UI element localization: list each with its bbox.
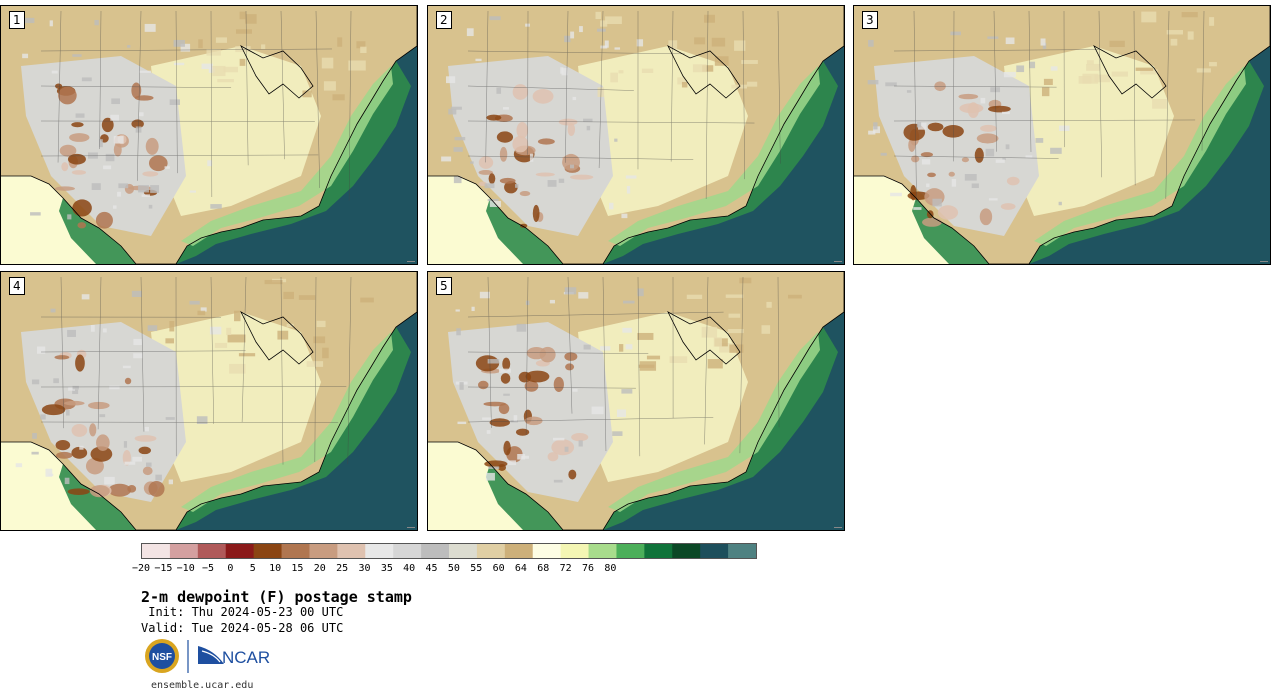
colorbar-swatch [337, 544, 366, 558]
colorbar-swatch [309, 544, 338, 558]
colorbar-swatch [700, 544, 729, 558]
colorbar-tick-label: −10 [176, 563, 195, 574]
init-time: Init: Thu 2024-05-23 00 UTC [141, 605, 344, 619]
colorbar-tick-label: 30 [358, 563, 371, 574]
colorbar-swatch [142, 544, 171, 558]
dewpoint-map [1, 272, 417, 530]
colorbar-swatch [393, 544, 422, 558]
dewpoint-map [428, 6, 844, 264]
colorbar-swatch [197, 544, 227, 558]
colorbar-tick-label: 45 [425, 563, 438, 574]
great-lakes [240, 45, 314, 99]
colorbar-swatch [588, 544, 617, 558]
colorbar-tick-label: 76 [581, 563, 595, 574]
colorbar-tick-label: 64 [514, 563, 527, 574]
gulf-atlantic [176, 46, 417, 264]
great-lakes [1093, 45, 1167, 99]
colorbar-swatch [560, 544, 590, 558]
colorbar-tick-label: 68 [537, 563, 550, 574]
colorbar-swatch [281, 544, 310, 558]
member-panel-3[interactable]: 3 [853, 5, 1271, 265]
member-number: 2 [436, 11, 452, 29]
colorbar-swatch [225, 544, 255, 558]
great-lakes [240, 311, 314, 365]
colorbar-tick-label: 35 [380, 563, 393, 574]
sponsor-logos: NSF NCAR [144, 638, 274, 676]
valid-time: Valid: Tue 2024-05-28 06 UTC [141, 621, 344, 635]
colorbar-swatch [616, 544, 645, 558]
colorbar-tick-label: −15 [154, 563, 173, 574]
colorbar-swatch [169, 544, 199, 558]
state-borders [40, 10, 352, 201]
colorbar-swatch [421, 544, 450, 558]
scale-mark [1260, 261, 1268, 262]
state-borders [467, 10, 781, 199]
colorbar-tick-label: 50 [447, 563, 460, 574]
nsf-logo-text: NSF [152, 652, 172, 663]
colorbar-tick-label: 20 [313, 563, 326, 574]
member-number: 5 [436, 277, 452, 295]
colorbar-swatch [504, 544, 534, 558]
ncar-logo-text: NCAR [222, 648, 270, 667]
legend-title: 2-m dewpoint (F) postage stamp [141, 588, 412, 606]
colorbar-swatch [532, 544, 562, 558]
colorbar-swatch [672, 544, 701, 558]
state-borders [40, 276, 352, 465]
coastline [428, 272, 844, 530]
colorbar-tick-label: 15 [291, 563, 304, 574]
colorbar-tick-label: −5 [202, 563, 215, 574]
coastline [428, 6, 844, 264]
nsf-logo: NSF [145, 639, 179, 673]
colorbar-tick-label: 60 [492, 563, 505, 574]
gulf-atlantic [176, 312, 417, 530]
colorbar-swatch [365, 544, 394, 558]
member-number: 1 [9, 11, 25, 29]
gulf-atlantic [603, 46, 844, 264]
scale-mark [407, 527, 415, 528]
colorbar-tick-label: 80 [604, 563, 617, 574]
colorbar-tick-label: 55 [470, 563, 483, 574]
colorbar-tick-label: 0 [227, 563, 234, 574]
colorbar-tick-label: 72 [559, 563, 572, 574]
colorbar-swatch [253, 544, 283, 558]
member-panel-4[interactable]: 4 [0, 271, 418, 531]
dewpoint-map [1, 6, 417, 264]
member-number: 4 [9, 277, 25, 295]
state-borders [467, 276, 780, 457]
dewpoint-map [854, 6, 1270, 264]
ncar-logo: NCAR [198, 646, 270, 667]
colorbar-tick-label: 10 [269, 563, 282, 574]
scale-mark [407, 261, 415, 262]
coastline [854, 6, 1270, 264]
member-panel-1[interactable]: 1 [0, 5, 418, 265]
member-number: 3 [862, 11, 878, 29]
great-lakes [667, 311, 741, 365]
colorbar-swatch [728, 544, 756, 558]
great-lakes [667, 45, 741, 99]
coastline [1, 272, 417, 530]
site-url: ensemble.ucar.edu [151, 680, 254, 691]
colorbar-tick-label: 40 [403, 563, 416, 574]
colorbar [141, 543, 757, 559]
colorbar-swatch [476, 544, 506, 558]
state-borders [893, 10, 1205, 203]
scale-mark [834, 261, 842, 262]
member-panel-2[interactable]: 2 [427, 5, 845, 265]
gulf-atlantic [1029, 46, 1270, 264]
colorbar-tick-label: 5 [249, 563, 256, 574]
gulf-atlantic [603, 312, 844, 530]
colorbar-swatch [644, 544, 673, 558]
member-panel-5[interactable]: 5 [427, 271, 845, 531]
coastline [1, 6, 417, 264]
colorbar-tick-label: 25 [336, 563, 349, 574]
colorbar-swatch [449, 544, 478, 558]
colorbar-tick-label: −20 [131, 563, 151, 574]
scale-mark [834, 527, 842, 528]
dewpoint-map [428, 272, 844, 530]
